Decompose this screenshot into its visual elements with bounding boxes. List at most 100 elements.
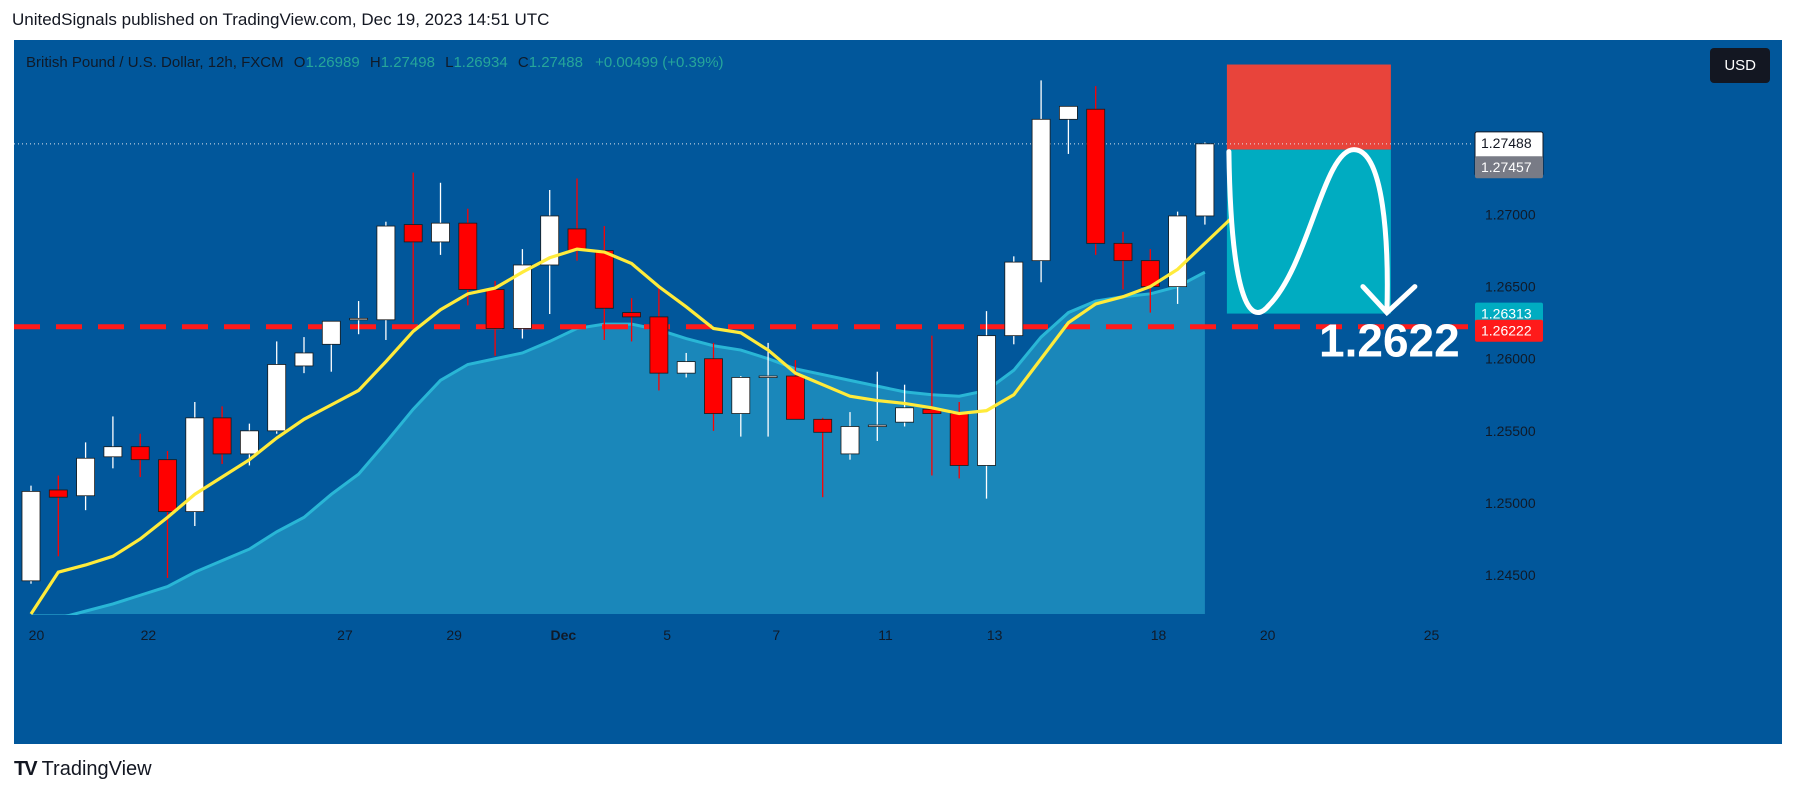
candle [403, 172, 423, 323]
tradingview-logo-icon: TV [14, 758, 38, 780]
candle-body [1168, 215, 1187, 288]
candle [212, 406, 232, 465]
y-tick-label: 1.27000 [1485, 207, 1536, 223]
candle-body [376, 225, 396, 321]
candle-body [21, 491, 41, 582]
candle-body [267, 364, 287, 432]
candle [540, 189, 560, 315]
x-tick-label: 27 [337, 627, 353, 643]
candle-body [540, 215, 560, 266]
x-tick-label: 11 [878, 627, 893, 643]
candle-body [321, 320, 341, 345]
candle-body [158, 459, 177, 513]
candle [76, 442, 95, 511]
candle-body [1086, 108, 1106, 244]
prev-price-tag: 1.27457 [1481, 159, 1532, 175]
ema-line [29, 216, 1234, 615]
chart-legend: British Pound / U.S. Dollar, 12h, FXCM O… [26, 54, 724, 71]
close-value: 1.27488 [528, 54, 583, 71]
candle-body [403, 224, 423, 243]
candle-body [485, 289, 505, 329]
candle [321, 320, 341, 372]
x-tick-label: 29 [446, 627, 462, 643]
forecast-curve [1226, 147, 1390, 316]
candle [786, 360, 805, 420]
candle [485, 280, 505, 356]
footer-brand[interactable]: TV TradingView [14, 758, 152, 781]
candle [622, 298, 641, 342]
candle [1195, 142, 1215, 225]
y-tick-label: 1.25500 [1485, 423, 1536, 439]
open-value: 1.26989 [305, 54, 360, 71]
high-label: H [369, 54, 381, 71]
candle-body [676, 361, 696, 374]
candle [158, 451, 177, 578]
candle [376, 221, 396, 340]
low-label: L [445, 54, 454, 71]
candle-body [786, 375, 805, 420]
candle [185, 401, 205, 527]
candle-body [704, 358, 723, 414]
candle-body [76, 457, 95, 497]
candle [349, 301, 369, 335]
target-annotation: 1.2622 [1319, 315, 1460, 367]
candle [130, 433, 150, 477]
target-line-tag: 1.26222 [1481, 323, 1532, 339]
x-tick-label: 20 [29, 627, 45, 643]
brand-name: TradingView [41, 758, 152, 780]
x-tick-label: 20 [1260, 627, 1276, 643]
y-tick-label: 1.26500 [1485, 279, 1536, 295]
candle [294, 337, 314, 374]
candle-body [458, 222, 478, 290]
arrow-down-icon [1360, 284, 1418, 317]
target-box-tag: 1.26313 [1481, 306, 1532, 322]
candle-body [758, 375, 778, 378]
candle [1059, 105, 1078, 154]
target-line-tag-bg [1475, 319, 1543, 342]
change-value: +0.00499 (+0.39%) [595, 54, 724, 71]
candle [458, 208, 478, 306]
candle-body [48, 489, 68, 498]
candle [867, 371, 887, 441]
time-axis [14, 615, 1782, 744]
x-tick-label: 7 [772, 627, 780, 643]
price-chart[interactable]: 1.2622 1.24500 1.25000 1.25500 1.26000 1.265… [14, 40, 1782, 744]
symbol-title: British Pound / U.S. Dollar, 12h, FXCM [26, 54, 284, 71]
chart-panel[interactable]: 1.2622 1.24500 1.25000 1.25500 1.26000 1.265… [14, 40, 1782, 744]
candle-body [103, 446, 123, 458]
ema-area-line [30, 270, 1206, 627]
currency-button[interactable]: USD [1710, 48, 1770, 83]
x-tick-label: 5 [663, 627, 671, 643]
candle-body [1059, 105, 1078, 120]
candle [813, 417, 833, 498]
candle [21, 485, 41, 584]
candle [895, 384, 914, 427]
candle-body [949, 413, 969, 466]
x-tick-label: 13 [987, 627, 1003, 643]
candle [704, 342, 723, 431]
candle [267, 341, 287, 434]
target-box-tag-bg [1475, 302, 1543, 325]
y-tick-label: 1.24500 [1485, 567, 1536, 583]
candle-body [1031, 118, 1051, 262]
candle [431, 182, 450, 255]
candle [1031, 80, 1051, 283]
candle-body [813, 418, 833, 433]
candle-body [1004, 261, 1024, 337]
candle [48, 475, 68, 557]
candle [1004, 256, 1024, 345]
prev-price-tag-bg [1475, 156, 1543, 179]
high-value: 1.27498 [380, 54, 435, 71]
candle-body [649, 316, 669, 374]
candle [1086, 86, 1106, 255]
candle-body [239, 430, 259, 455]
candle-body [512, 264, 532, 329]
close-label: C [517, 54, 529, 71]
candle-body [840, 426, 860, 455]
candle [512, 249, 532, 339]
candle-body [185, 417, 205, 513]
candle-body [349, 317, 369, 321]
candle [1140, 249, 1160, 313]
x-tick-label: 22 [141, 627, 157, 643]
low-value: 1.26934 [453, 54, 508, 71]
